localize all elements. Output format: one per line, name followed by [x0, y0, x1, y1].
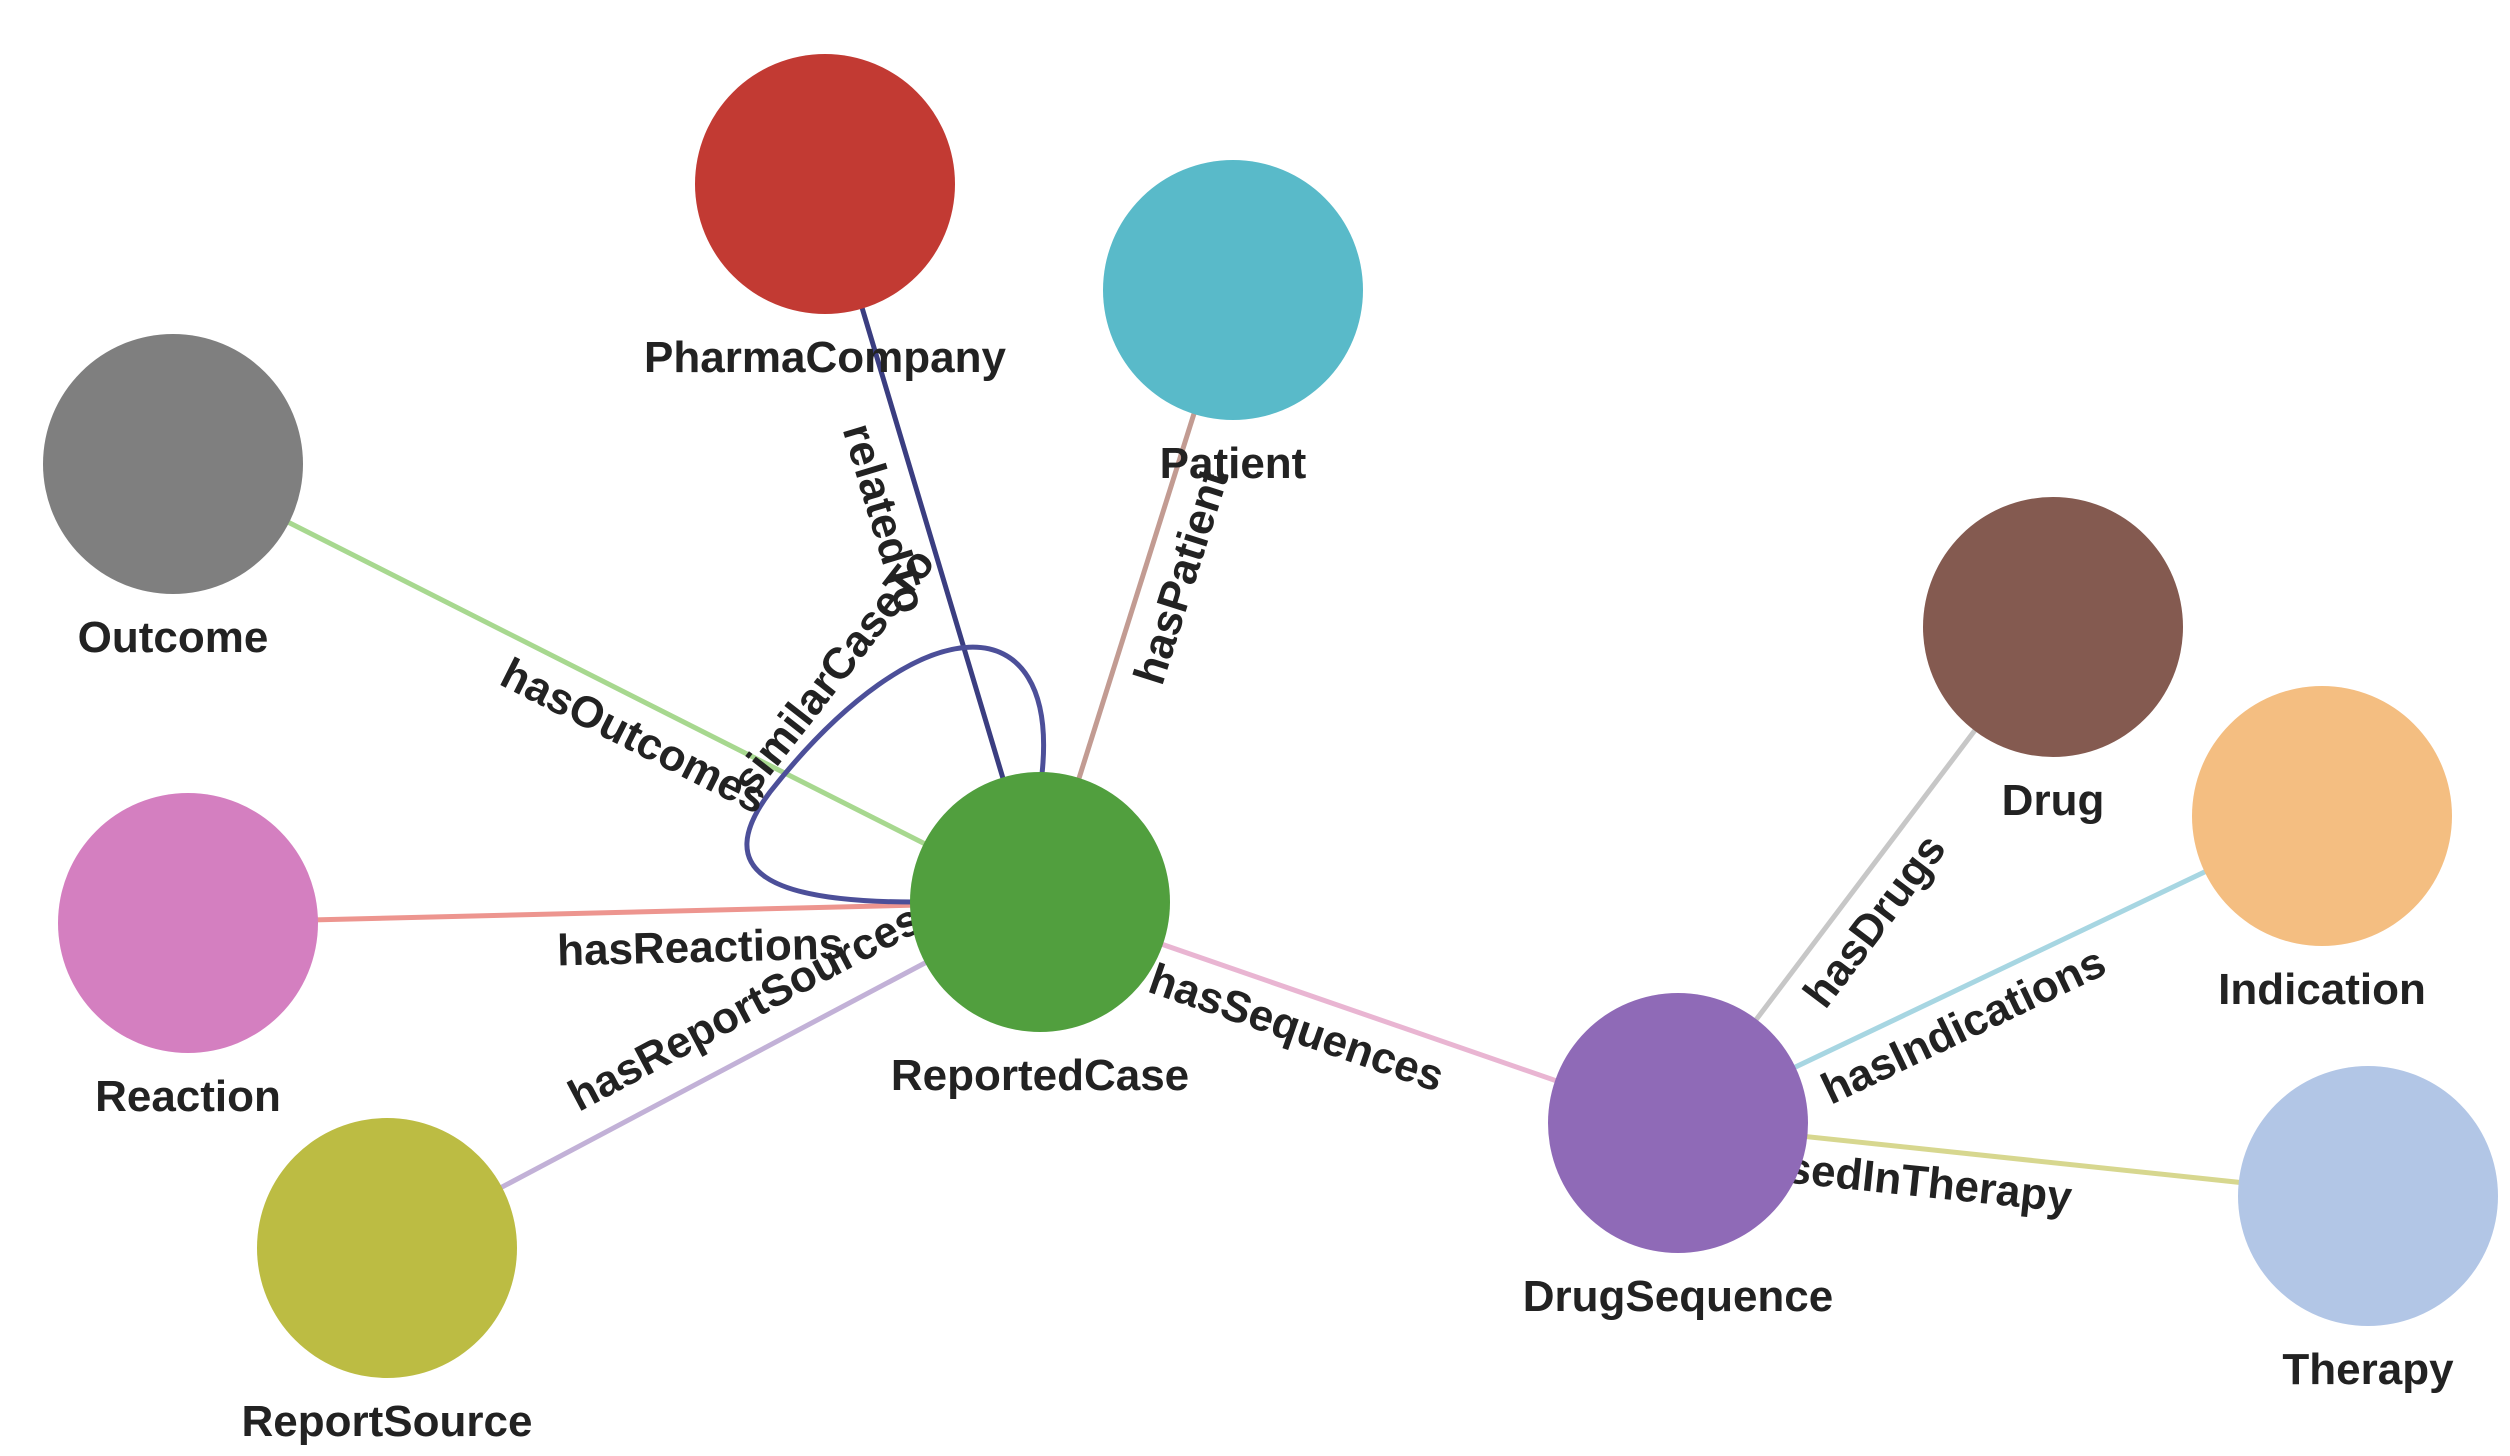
node-circle-therapy[interactable] — [2238, 1066, 2498, 1326]
edge-label-layer: relatedTo hasPatienthasOutcomeshasReactio… — [493, 418, 2113, 1222]
node-patient[interactable]: Patient — [1103, 160, 1363, 488]
node-drug[interactable]: Drug — [1923, 497, 2183, 825]
node-label-pharma-company: PharmaCompany — [644, 333, 1006, 382]
node-report-source[interactable]: ReportSource — [242, 1118, 533, 1446]
node-circle-patient[interactable] — [1103, 160, 1363, 420]
node-outcome[interactable]: Outcome — [43, 334, 303, 662]
edge-label-similar-case-to: similarCaseTo — [723, 539, 945, 804]
node-layer: PharmaCompany Patient Outcome Reaction Repor… — [43, 54, 2498, 1446]
node-reported-case[interactable]: ReportedCase — [891, 772, 1189, 1100]
node-label-drug: Drug — [2002, 776, 2105, 825]
node-label-reaction: Reaction — [95, 1072, 281, 1121]
node-circle-drug-sequence[interactable] — [1548, 993, 1808, 1253]
edge-label-has-outcomes: hasOutcomes — [493, 649, 775, 824]
node-label-outcome: Outcome — [78, 613, 269, 662]
node-label-report-source: ReportSource — [242, 1397, 533, 1446]
edge-has-outcomes — [171, 461, 1042, 905]
node-circle-reaction[interactable] — [58, 793, 318, 1053]
node-label-therapy: Therapy — [2282, 1345, 2454, 1394]
edge-similar-case-to — [744, 644, 1046, 905]
node-circle-report-source[interactable] — [257, 1118, 517, 1378]
node-reaction[interactable]: Reaction — [58, 793, 318, 1121]
node-circle-reported-case[interactable] — [910, 772, 1170, 1032]
edge-label-has-drugs: hasDrugs — [1794, 825, 1955, 1016]
edge-has-reactions — [187, 899, 1041, 926]
node-pharma-company[interactable]: PharmaCompany — [644, 54, 1006, 382]
node-circle-pharma-company[interactable] — [695, 54, 955, 314]
node-circle-indication[interactable] — [2192, 686, 2452, 946]
node-label-drug-sequence: DrugSequence — [1523, 1272, 1834, 1321]
node-therapy[interactable]: Therapy — [2238, 1066, 2498, 1394]
node-circle-drug[interactable] — [1923, 497, 2183, 757]
node-circle-outcome[interactable] — [43, 334, 303, 594]
node-label-reported-case: ReportedCase — [891, 1051, 1189, 1100]
node-drug-sequence[interactable]: DrugSequence — [1523, 993, 1834, 1321]
edge-label-has-reactions: hasReactions — [557, 920, 844, 976]
node-label-patient: Patient — [1160, 439, 1307, 488]
node-indication[interactable]: Indication — [2192, 686, 2452, 1014]
node-label-indication: Indication — [2218, 965, 2426, 1014]
